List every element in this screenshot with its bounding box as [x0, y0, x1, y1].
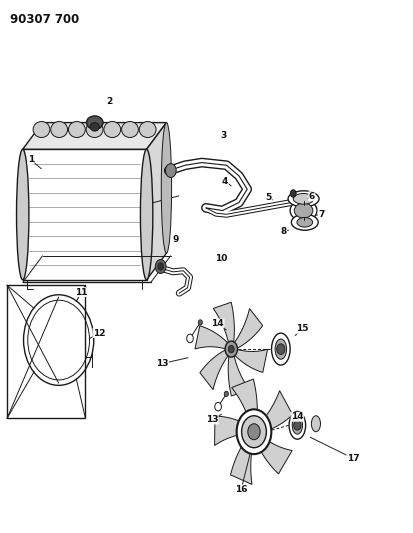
Ellipse shape — [51, 122, 68, 138]
Polygon shape — [215, 416, 254, 446]
Polygon shape — [232, 379, 257, 432]
Ellipse shape — [17, 149, 29, 280]
Circle shape — [166, 164, 176, 177]
Text: 6: 6 — [309, 192, 315, 200]
Polygon shape — [195, 326, 232, 351]
Circle shape — [237, 409, 271, 454]
Ellipse shape — [33, 122, 50, 138]
Ellipse shape — [104, 122, 121, 138]
Text: 13: 13 — [206, 415, 218, 424]
Text: 14: 14 — [291, 413, 304, 421]
Circle shape — [242, 416, 266, 448]
Ellipse shape — [161, 123, 172, 253]
Ellipse shape — [294, 203, 313, 218]
Polygon shape — [23, 123, 166, 149]
Circle shape — [155, 260, 166, 273]
Ellipse shape — [275, 339, 287, 359]
Polygon shape — [23, 149, 147, 280]
Circle shape — [248, 424, 260, 440]
Ellipse shape — [121, 122, 138, 138]
Polygon shape — [230, 348, 268, 373]
Ellipse shape — [69, 122, 85, 138]
Circle shape — [290, 190, 296, 197]
Circle shape — [187, 334, 193, 343]
Ellipse shape — [289, 411, 306, 439]
Circle shape — [228, 345, 234, 353]
Circle shape — [225, 341, 237, 357]
Ellipse shape — [90, 123, 99, 131]
Text: 2: 2 — [106, 97, 113, 106]
Text: 14: 14 — [211, 319, 224, 328]
Text: 16: 16 — [235, 485, 247, 494]
Text: 11: 11 — [76, 288, 88, 296]
Text: 4: 4 — [222, 177, 228, 185]
Text: 17: 17 — [347, 454, 359, 463]
Polygon shape — [230, 431, 255, 484]
Text: 8: 8 — [280, 228, 287, 236]
Text: 5: 5 — [265, 193, 272, 201]
Text: 90307 700: 90307 700 — [10, 13, 80, 26]
Polygon shape — [213, 302, 234, 349]
Polygon shape — [200, 348, 232, 390]
Circle shape — [224, 391, 228, 397]
Ellipse shape — [288, 191, 319, 207]
Ellipse shape — [86, 116, 103, 130]
Ellipse shape — [293, 193, 314, 204]
Text: 7: 7 — [318, 210, 325, 219]
Polygon shape — [230, 309, 263, 351]
Ellipse shape — [290, 200, 317, 221]
Circle shape — [277, 344, 285, 354]
Ellipse shape — [292, 417, 303, 434]
Text: 10: 10 — [215, 254, 227, 263]
Text: 3: 3 — [220, 132, 226, 140]
Text: 1: 1 — [28, 156, 34, 164]
Ellipse shape — [291, 214, 318, 230]
Polygon shape — [254, 391, 293, 434]
Circle shape — [294, 421, 301, 430]
Ellipse shape — [272, 333, 290, 365]
Polygon shape — [147, 123, 166, 280]
Ellipse shape — [86, 122, 103, 138]
Ellipse shape — [297, 217, 313, 227]
Text: 9: 9 — [172, 236, 179, 244]
Circle shape — [215, 402, 221, 411]
Text: 15: 15 — [296, 325, 309, 333]
Polygon shape — [228, 349, 249, 396]
Polygon shape — [253, 430, 292, 474]
Text: 12: 12 — [93, 329, 105, 337]
Text: 13: 13 — [156, 359, 169, 368]
Ellipse shape — [140, 149, 153, 280]
Ellipse shape — [139, 122, 156, 138]
Circle shape — [198, 320, 202, 325]
Circle shape — [24, 295, 94, 385]
Circle shape — [158, 263, 164, 270]
Ellipse shape — [311, 416, 320, 432]
